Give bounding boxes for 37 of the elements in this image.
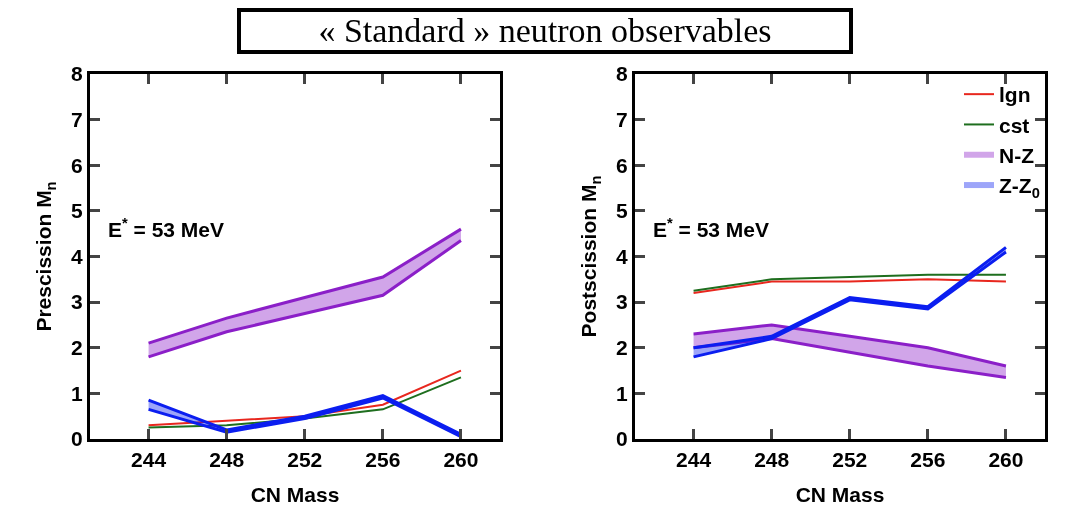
legend-label: lgn bbox=[999, 83, 1031, 107]
annotation: E$^{*}$ = 53 MeV bbox=[653, 215, 770, 241]
legend-label: cst bbox=[999, 113, 1030, 137]
y-tick-label: 0 bbox=[616, 427, 628, 451]
y-tick-label: 1 bbox=[71, 381, 84, 405]
y-tick-label: 8 bbox=[616, 62, 629, 86]
y-tick-label: 8 bbox=[71, 62, 84, 86]
legend-label: N-Z bbox=[999, 143, 1035, 167]
x-tick-label: 256 bbox=[910, 448, 946, 472]
y-tick-label: 4 bbox=[71, 244, 84, 268]
chart-title: « Standard » neutron observables bbox=[237, 8, 853, 54]
x-tick-label: 252 bbox=[287, 448, 323, 472]
x-tick-label: 256 bbox=[365, 448, 401, 472]
y-tick-label: 6 bbox=[616, 153, 628, 177]
x-tick-label: 248 bbox=[209, 448, 245, 472]
y-tick-label: 3 bbox=[71, 290, 83, 314]
y-tick-label: 7 bbox=[616, 107, 628, 131]
x-tick-label: 260 bbox=[443, 448, 479, 472]
y-tick-label: 7 bbox=[71, 107, 83, 131]
y-tick-label: 5 bbox=[616, 199, 629, 223]
legend-label: Z-Z$_{0}$ bbox=[999, 174, 1040, 201]
x-tick-label: 248 bbox=[754, 448, 790, 472]
y-tick-label: 5 bbox=[71, 199, 84, 223]
y-tick-label: 4 bbox=[616, 244, 629, 268]
x-tick-label: 252 bbox=[832, 448, 868, 472]
y-tick-label: 0 bbox=[71, 427, 83, 451]
y-tick-label: 2 bbox=[616, 336, 628, 360]
x-tick-label: 244 bbox=[131, 448, 167, 472]
y-tick-label: 1 bbox=[616, 381, 629, 405]
x-tick-label: 260 bbox=[988, 448, 1024, 472]
y-tick-label: 6 bbox=[71, 153, 83, 177]
x-axis-title: CN Mass bbox=[250, 483, 340, 507]
y-tick-label: 3 bbox=[616, 290, 628, 314]
y-tick-label: 2 bbox=[71, 336, 83, 360]
x-axis-title: CN Mass bbox=[795, 483, 885, 507]
x-tick-label: 244 bbox=[676, 448, 712, 472]
annotation: E$^{*}$ = 53 MeV bbox=[108, 215, 225, 241]
